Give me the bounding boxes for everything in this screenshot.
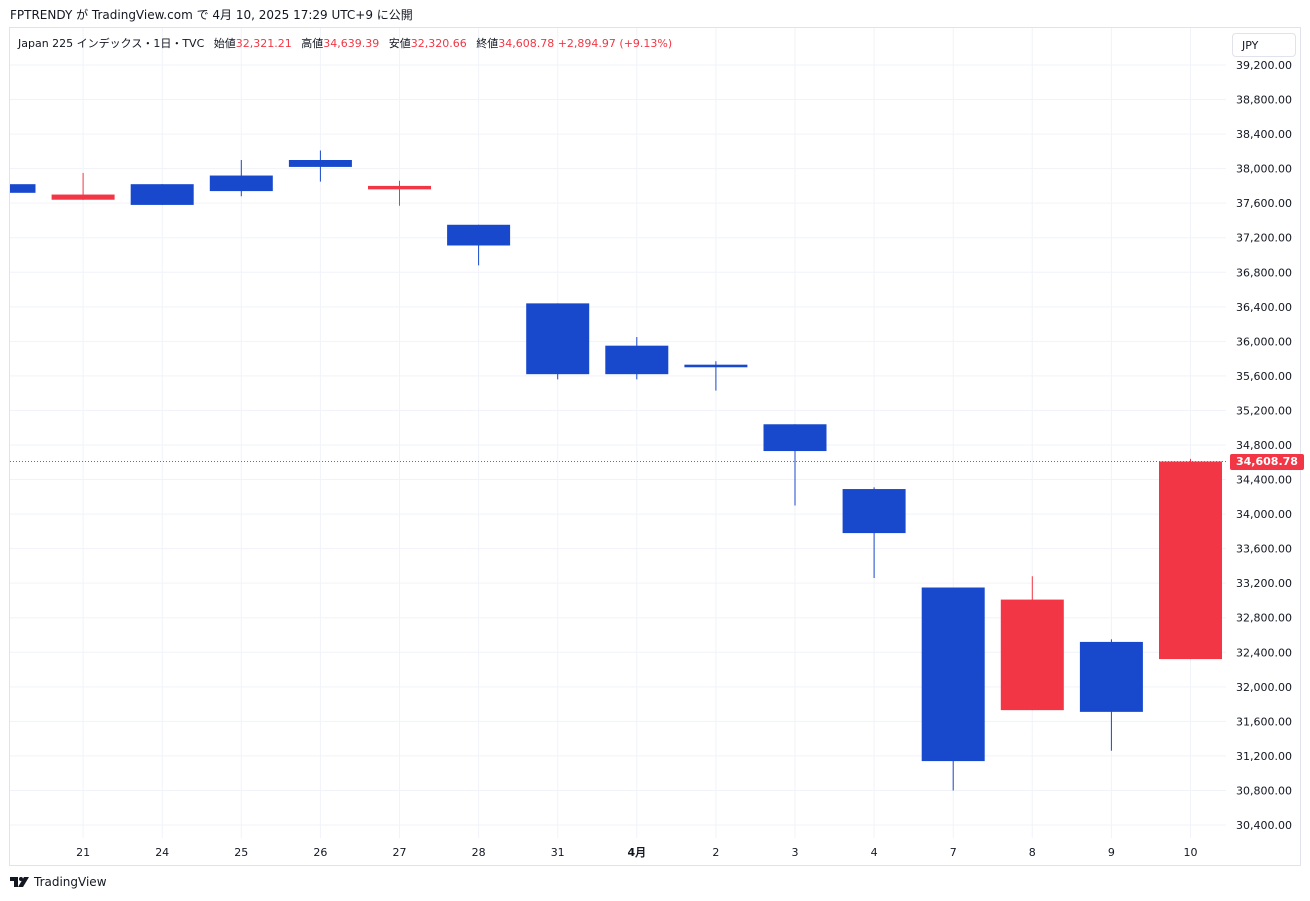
candle-body[interactable] [1000, 599, 1064, 711]
candle-body[interactable] [684, 364, 748, 368]
x-tick-label: 9 [1108, 846, 1115, 859]
x-tick-label: 26 [313, 846, 327, 859]
candle-body[interactable] [605, 345, 669, 375]
legend-close-value: 34,608.78 [498, 37, 555, 50]
x-tick-label: 10 [1184, 846, 1198, 859]
y-tick-label: 38,000.00 [1236, 163, 1292, 176]
ohlc-legend: Japan 225 インデックス・1日・TVC 始値32,321.21 高値34… [18, 35, 672, 51]
y-tick-label: 36,000.00 [1236, 335, 1292, 348]
legend-low-value: 32,320.66 [410, 37, 467, 50]
footer-brand-label: TradingView [34, 875, 107, 889]
candle-body[interactable] [526, 303, 590, 375]
y-tick-label: 37,600.00 [1236, 197, 1292, 210]
candle-body[interactable] [842, 489, 906, 534]
y-tick-label: 34,000.00 [1236, 508, 1292, 521]
y-tick-label: 38,400.00 [1236, 128, 1292, 141]
y-tick-label: 35,600.00 [1236, 370, 1292, 383]
x-tick-label: 4 [871, 846, 878, 859]
x-tick-label: 8 [1029, 846, 1036, 859]
candle-body[interactable] [209, 175, 273, 192]
last-price-tag: 34,608.78 [1230, 453, 1304, 470]
y-tick-label: 39,200.00 [1236, 59, 1292, 72]
x-tick-label: 28 [472, 846, 486, 859]
footer-brand[interactable]: TradingView [10, 875, 107, 889]
legend-high-label: 高値 [301, 37, 324, 50]
tradingview-logo-icon [10, 877, 29, 887]
y-tick-label: 35,200.00 [1236, 404, 1292, 417]
legend-close-label: 終値 [476, 37, 499, 50]
legend-open-value: 32,321.21 [235, 37, 292, 50]
y-tick-label: 37,200.00 [1236, 232, 1292, 245]
candle-body[interactable] [288, 160, 352, 167]
legend-low-label: 安値 [388, 37, 411, 50]
y-tick-label: 34,400.00 [1236, 474, 1292, 487]
publisher-line: FPTRENDY が TradingView.com で 4月 10, 2025… [10, 8, 413, 22]
y-tick-label: 30,800.00 [1236, 784, 1292, 797]
y-tick-label: 30,400.00 [1236, 819, 1292, 832]
x-tick-label: 4月 [627, 846, 646, 859]
y-tick-label: 32,000.00 [1236, 681, 1292, 694]
chart-frame[interactable] [9, 27, 1301, 866]
x-tick-label: 27 [393, 846, 407, 859]
y-tick-label: 31,200.00 [1236, 750, 1292, 763]
candle-body[interactable] [1159, 461, 1222, 660]
y-tick-label: 33,200.00 [1236, 577, 1292, 590]
candle-body[interactable] [1079, 641, 1143, 712]
candle-body[interactable] [130, 184, 194, 205]
currency-selector[interactable]: JPY [1232, 33, 1296, 57]
candle-body[interactable] [0, 184, 36, 193]
y-tick-label: 32,800.00 [1236, 612, 1292, 625]
y-tick-label: 33,600.00 [1236, 543, 1292, 556]
candle-body[interactable] [447, 224, 511, 246]
y-tick-label: 34,800.00 [1236, 439, 1292, 452]
candle-body[interactable] [921, 587, 985, 762]
x-tick-label: 2 [712, 846, 719, 859]
legend-high-value: 34,639.39 [323, 37, 380, 50]
y-tick-label: 36,400.00 [1236, 301, 1292, 314]
legend-open-label: 始値 [213, 37, 236, 50]
x-tick-label: 24 [155, 846, 169, 859]
candle-body[interactable] [763, 424, 827, 452]
candle-body[interactable] [368, 185, 431, 190]
y-tick-label: 38,800.00 [1236, 94, 1292, 107]
x-tick-label: 21 [76, 846, 90, 859]
x-tick-label: 25 [234, 846, 248, 859]
y-tick-label: 31,600.00 [1236, 715, 1292, 728]
x-tick-label: 31 [551, 846, 565, 859]
x-tick-label: 3 [792, 846, 799, 859]
candle-body[interactable] [51, 194, 115, 200]
y-tick-label: 36,800.00 [1236, 266, 1292, 279]
legend-symbol[interactable]: Japan 225 インデックス・1日・TVC [18, 37, 205, 50]
y-tick-label: 32,400.00 [1236, 646, 1292, 659]
legend-change-value: +2,894.97 (+9.13%) [557, 37, 673, 50]
x-tick-label: 7 [950, 846, 957, 859]
